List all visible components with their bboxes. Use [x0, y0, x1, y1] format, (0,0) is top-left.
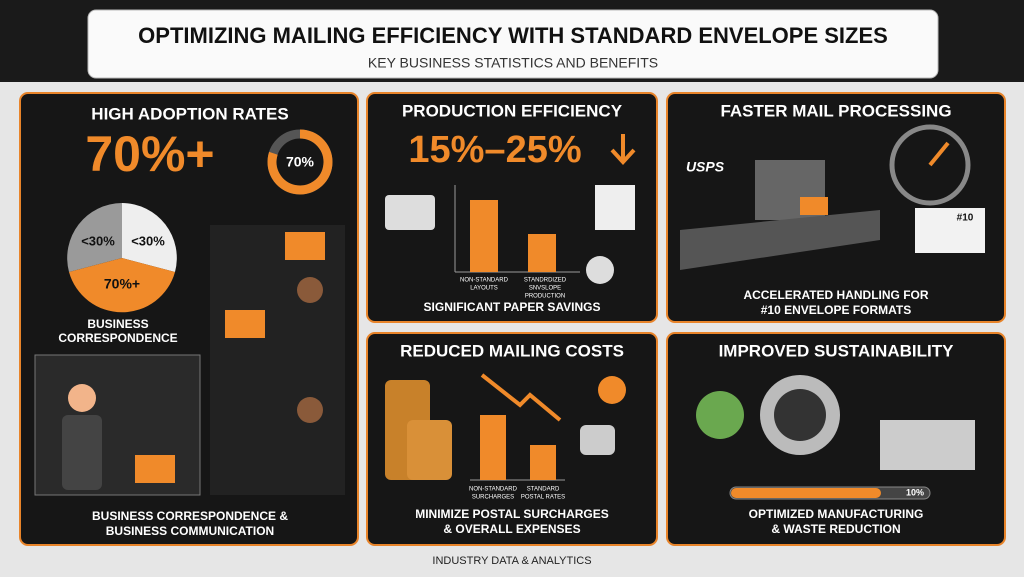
headline: 15%–25% [408, 129, 581, 171]
envelope-icon [800, 197, 828, 215]
panel-title: PRODUCTION EFFICIENCY [402, 101, 623, 120]
bar-label: NON-STANDARD [469, 487, 518, 493]
pie-caption: CORRESPONDENCE [58, 331, 177, 345]
illustrative-bar [530, 445, 556, 480]
caption: ACCELERATED HANDLING FOR [743, 288, 928, 302]
bar-label: STANDRDIZED [524, 278, 567, 284]
down-arrow [610, 134, 636, 165]
bar-label: SURCHARGES [472, 495, 514, 501]
printer-icon [385, 195, 435, 230]
envelope-icon [915, 208, 985, 253]
envelope-icon [285, 232, 325, 260]
factory-icon [880, 420, 975, 470]
pie-label: <30% [131, 233, 165, 248]
person-icon [68, 384, 96, 412]
pie-label: 70%+ [104, 276, 140, 292]
donut-arc [267, 129, 333, 195]
gauge-needle [928, 141, 950, 167]
panel [666, 92, 1006, 323]
panel-title: FASTER MAIL PROCESSING [720, 101, 951, 120]
panel-title: REDUCED MAILING COSTS [400, 341, 624, 360]
caption: MINIMIZE POSTAL SURCHARGES [415, 507, 609, 521]
title-box [87, 9, 939, 79]
conveyor-icon [680, 210, 880, 270]
illustrative-bar [470, 200, 498, 272]
tree-icon [696, 391, 744, 439]
pie-label: <30% [81, 233, 115, 248]
illustration [34, 354, 201, 496]
illustrative-bar [528, 234, 556, 272]
envelope-icon [225, 310, 265, 338]
coins-icon [407, 420, 452, 480]
panel [366, 92, 658, 323]
progress-label: 10% [906, 487, 924, 497]
person-icon [62, 415, 102, 490]
caption: & WASTE REDUCTION [771, 522, 900, 536]
progress-fill [731, 488, 881, 498]
caption: #10 ENVELOPE FORMATS [761, 303, 911, 317]
paper-roll-icon [586, 256, 614, 284]
person-icon [297, 277, 323, 303]
illustration [210, 225, 345, 495]
document-icon [595, 185, 635, 230]
bar-label: NON-STANDARD [460, 278, 509, 284]
headline: 70%+ [85, 126, 214, 182]
mailbox-icon [580, 425, 615, 455]
donut-label: 70% [286, 154, 315, 170]
pie-slice [122, 203, 177, 272]
bar-label: SNVSLOPE [529, 286, 561, 292]
bar-label: POSTAL RATES [521, 495, 565, 501]
subtitle: KEY BUSINESS STATISTICS AND BENEFITS [368, 55, 658, 71]
person-icon [297, 397, 323, 423]
panel-title: IMPROVED SUSTAINABILITY [719, 341, 955, 360]
caption: BUSINESS COMMUNICATION [106, 524, 274, 538]
envelope-label: #10 [957, 213, 974, 224]
pie-slice [69, 258, 175, 313]
caption: OPTIMIZED MANUFACTURING [749, 507, 924, 521]
pie-caption: BUSINESS [87, 317, 148, 331]
logo: USPS [686, 159, 725, 175]
panel-title: HIGH ADOPTION RATES [91, 104, 288, 123]
pie-slice [67, 203, 122, 272]
caption: BUSINESS CORRESPONDENCE & [92, 509, 288, 523]
title: OPTIMIZING MAILING EFFICIENCY WITH STAND… [138, 23, 888, 48]
caption: SIGNIFICANT PAPER SAVINGS [424, 300, 601, 314]
gear-icon [774, 389, 826, 441]
dollar-icon [598, 376, 626, 404]
panel [366, 332, 658, 546]
footer: INDUSTRY DATA & ANALYTICS [432, 555, 591, 567]
gauge-icon [889, 124, 971, 206]
trend-arrow [480, 373, 562, 422]
illustrative-bar [480, 415, 506, 480]
caption: & OVERALL EXPENSES [443, 522, 580, 536]
bar-label: PRODUCTION [525, 294, 565, 300]
envelope-icon [135, 455, 175, 483]
bar-label: STANDARD [527, 487, 560, 493]
bar-label: LAYOUTS [470, 286, 498, 292]
